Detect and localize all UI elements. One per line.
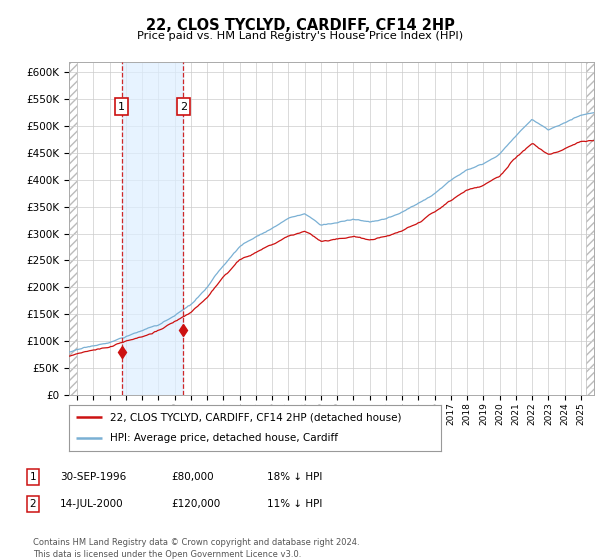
Text: £120,000: £120,000 [171, 499, 220, 509]
Text: HPI: Average price, detached house, Cardiff: HPI: Average price, detached house, Card… [110, 433, 338, 444]
Text: 2: 2 [180, 101, 187, 111]
Text: Contains HM Land Registry data © Crown copyright and database right 2024.
This d: Contains HM Land Registry data © Crown c… [33, 538, 359, 559]
Bar [69, 62, 77, 395]
Text: 22, CLOS TYCLYD, CARDIFF, CF14 2HP: 22, CLOS TYCLYD, CARDIFF, CF14 2HP [146, 18, 454, 33]
Text: 14-JUL-2000: 14-JUL-2000 [60, 499, 124, 509]
Text: £80,000: £80,000 [171, 472, 214, 482]
Text: Price paid vs. HM Land Registry's House Price Index (HPI): Price paid vs. HM Land Registry's House … [137, 31, 463, 41]
Text: 18% ↓ HPI: 18% ↓ HPI [267, 472, 322, 482]
Bar [122, 62, 184, 395]
Text: 1: 1 [118, 101, 125, 111]
Text: 1: 1 [29, 472, 37, 482]
Text: 2: 2 [29, 499, 37, 509]
Text: 11% ↓ HPI: 11% ↓ HPI [267, 499, 322, 509]
Bar [586, 62, 594, 395]
Text: 22, CLOS TYCLYD, CARDIFF, CF14 2HP (detached house): 22, CLOS TYCLYD, CARDIFF, CF14 2HP (deta… [110, 412, 401, 422]
Text: 30-SEP-1996: 30-SEP-1996 [60, 472, 126, 482]
